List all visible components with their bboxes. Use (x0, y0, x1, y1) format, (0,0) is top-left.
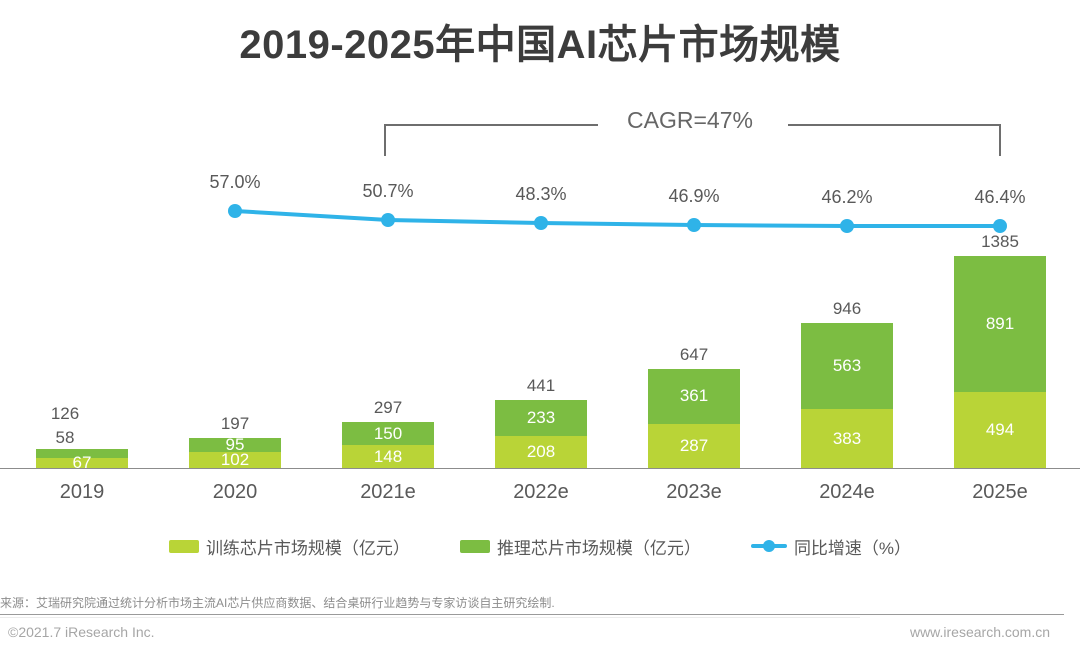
cagr-bracket-line-left (384, 124, 598, 126)
bar-value-label-training: 102 (220, 450, 250, 470)
bar-segment-inference (801, 323, 893, 410)
bar-value-label-inference: 233 (526, 408, 556, 428)
bar-segment-inference (36, 448, 128, 458)
source-note: 来源：艾瑞研究院通过统计分析市场主流AI芯片供应商数据、结合桌研行业趋势与专家访… (0, 594, 1064, 615)
bar-segment-inference (648, 368, 740, 425)
website-link: www.iresearch.com.cn (909, 624, 1050, 640)
growth-point-label: 46.2% (821, 187, 873, 207)
x-axis-label: 2022e (513, 481, 569, 503)
x-axis-label: 2020 (212, 481, 258, 503)
bar-segment-inference (189, 437, 281, 453)
bar-segment-training (801, 409, 893, 468)
x-axis-line (0, 468, 1080, 469)
legend-label-training: 训练芯片市场规模（亿元） (205, 538, 410, 558)
cagr-bracket-line-right (788, 124, 1001, 126)
legend-swatch-training-icon (168, 539, 199, 553)
cagr-bracket-tick-left (384, 124, 386, 156)
x-axis-label: 2023e (666, 481, 722, 503)
bar-total-label: 197 (220, 413, 250, 433)
legend-line-marker-icon (750, 539, 787, 553)
growth-point (381, 213, 395, 227)
x-axis-label: 2021e (360, 481, 416, 503)
bar-value-label-training: 494 (985, 420, 1015, 440)
bar-value-label-inference: 150 (373, 423, 403, 443)
legend-label-inference: 推理芯片市场规模（亿元） (496, 538, 701, 558)
growth-point-label: 57.0% (209, 172, 261, 192)
growth-point (687, 218, 701, 232)
growth-point (228, 204, 242, 218)
bar-value-label-inference: 95 (225, 435, 245, 455)
bar-value-label-inference: 563 (832, 356, 862, 376)
bar-total-label: 647 (679, 344, 709, 364)
growth-point-label: 48.3% (515, 184, 567, 204)
legend-item-inference: 推理芯片市场规模（亿元） (459, 534, 701, 559)
bar-total-label: 126 (50, 403, 80, 423)
bar-segment-training (36, 457, 128, 468)
bar-segment-training (648, 424, 740, 468)
bar-value-label-inference: 58 (55, 427, 75, 447)
bar-segment-inference (954, 256, 1046, 393)
legend-item-training: 训练芯片市场规模（亿元） (168, 534, 410, 559)
bar-value-label-training: 148 (373, 446, 403, 466)
bar-segment-inference (495, 400, 587, 437)
bar-value-label-training: 383 (832, 428, 862, 448)
bar-segment-training (495, 436, 587, 468)
growth-point (534, 216, 548, 230)
cagr-bracket-tick-right (999, 124, 1001, 156)
growth-point-label: 50.7% (362, 181, 414, 201)
growth-point (840, 219, 854, 233)
x-axis-label: 2024e (819, 481, 875, 503)
bar-segment-inference (342, 422, 434, 446)
legend-swatch-inference-icon (459, 539, 490, 553)
divider-line (0, 617, 860, 618)
growth-point-label: 46.4% (974, 187, 1026, 207)
bar-segment-training (954, 392, 1046, 468)
bar-total-label: 441 (526, 376, 556, 396)
copyright: ©2021.7 iResearch Inc. (8, 624, 155, 640)
legend: 训练芯片市场规模（亿元） 推理芯片市场规模（亿元） 同比增速（%） (0, 533, 1080, 559)
bar-total-label: 946 (832, 299, 862, 319)
bar-value-label-training: 287 (679, 436, 709, 456)
growth-point-label: 46.9% (668, 186, 720, 206)
bar-segment-training (189, 452, 281, 468)
bar-segment-training (342, 445, 434, 468)
x-axis-label: 2019 (59, 481, 105, 503)
bar-total-label: 297 (373, 398, 403, 418)
x-axis-label: 2025e (972, 481, 1028, 503)
cagr-label: CAGR=47% (627, 107, 753, 133)
legend-item-growth: 同比增速（%） (750, 534, 912, 559)
bar-value-label-training: 208 (526, 442, 556, 462)
bar-value-label-training: 67 (72, 452, 92, 472)
bar-value-label-inference: 891 (985, 314, 1015, 334)
legend-label-growth: 同比增速（%） (793, 538, 912, 558)
bar-total-label: 1385 (981, 232, 1019, 251)
page-title: 2019-2025年中国AI芯片市场规模 (239, 23, 841, 67)
bar-value-label-inference: 361 (679, 386, 709, 406)
